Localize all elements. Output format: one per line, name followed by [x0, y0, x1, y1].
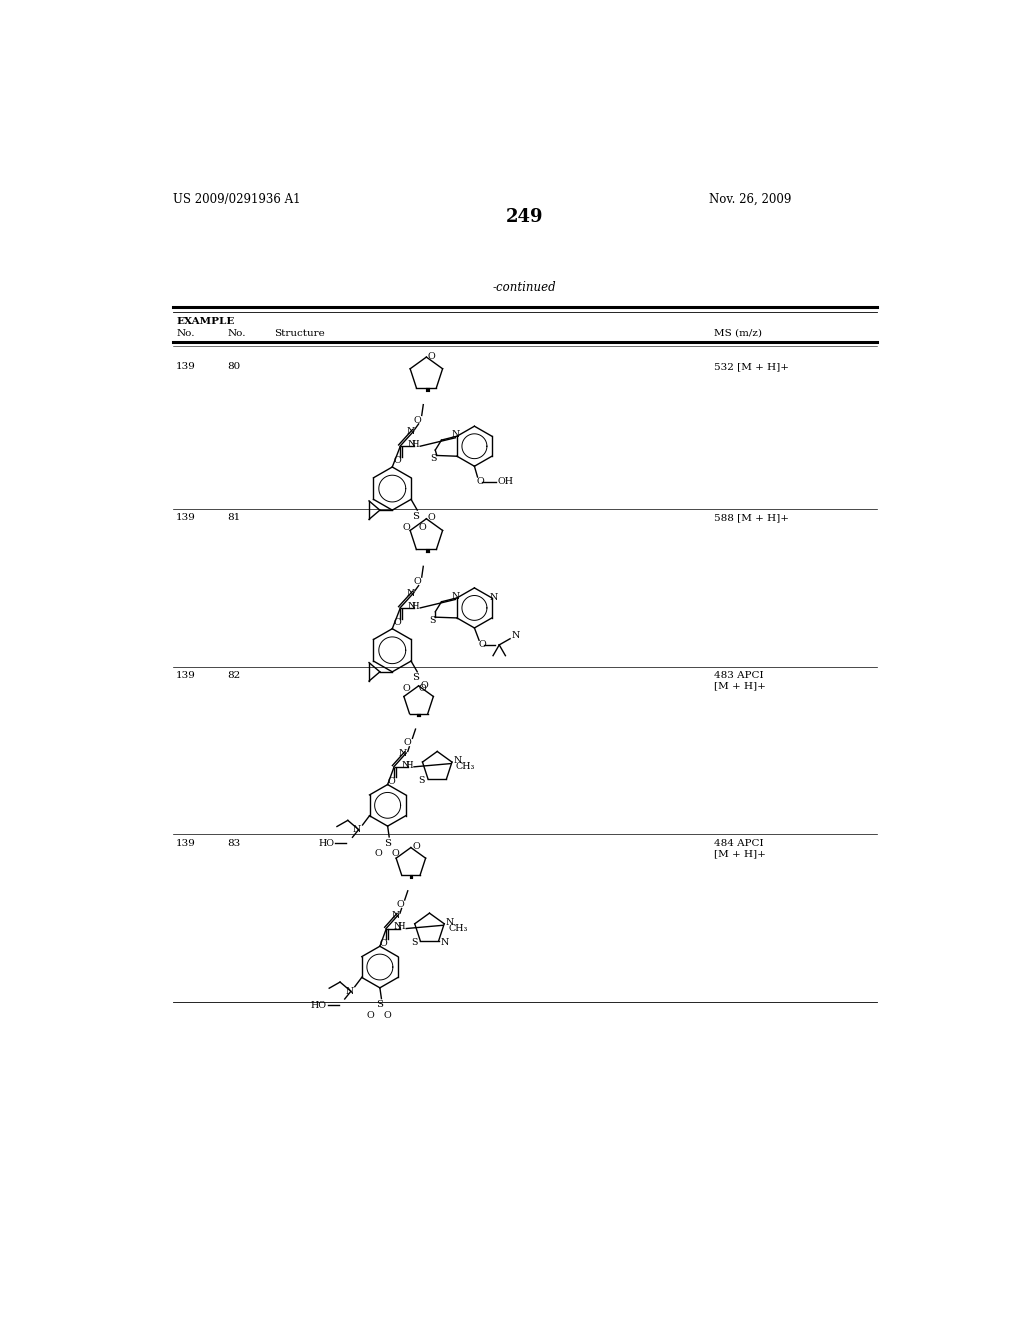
Text: 588 [M + H]+: 588 [M + H]+ — [714, 513, 788, 523]
Text: [M + H]+: [M + H]+ — [714, 681, 766, 690]
Text: O: O — [402, 684, 411, 693]
Text: H: H — [412, 440, 419, 449]
Text: No.: No. — [227, 329, 246, 338]
Text: 80: 80 — [227, 362, 241, 371]
Text: 139: 139 — [176, 513, 196, 523]
Text: S: S — [384, 838, 391, 847]
Text: HO: HO — [310, 1001, 327, 1010]
Text: O: O — [375, 849, 382, 858]
Text: N: N — [440, 939, 449, 946]
Text: 82: 82 — [227, 672, 241, 680]
Text: N: N — [512, 631, 520, 640]
Text: N: N — [401, 760, 410, 770]
Text: H: H — [397, 923, 406, 932]
Text: O: O — [367, 1011, 375, 1020]
Text: N: N — [394, 923, 402, 932]
Text: N: N — [452, 591, 460, 601]
Text: S: S — [411, 939, 418, 946]
Text: O: O — [420, 681, 428, 689]
Text: O: O — [380, 939, 388, 948]
Text: O: O — [477, 477, 484, 486]
Text: N: N — [345, 987, 353, 995]
Text: 249: 249 — [506, 207, 544, 226]
Text: 81: 81 — [227, 513, 241, 523]
Text: No.: No. — [176, 329, 195, 338]
Text: O: O — [396, 900, 403, 909]
Text: N: N — [407, 589, 415, 598]
Text: OH: OH — [498, 477, 514, 486]
Text: MS (m/z): MS (m/z) — [714, 329, 762, 338]
Text: O: O — [413, 842, 420, 851]
Text: O: O — [418, 523, 426, 532]
Text: 83: 83 — [227, 840, 241, 849]
Text: Nov. 26, 2009: Nov. 26, 2009 — [710, 193, 792, 206]
Text: S: S — [429, 615, 435, 624]
Text: Structure: Structure — [273, 329, 325, 338]
Text: N: N — [454, 756, 462, 766]
Text: 139: 139 — [176, 362, 196, 371]
Text: 532 [M + H]+: 532 [M + H]+ — [714, 362, 788, 371]
Text: O: O — [384, 1011, 391, 1020]
Text: US 2009/0291936 A1: US 2009/0291936 A1 — [173, 193, 300, 206]
Text: H: H — [412, 602, 419, 611]
Text: N: N — [408, 440, 416, 449]
Text: N: N — [391, 911, 399, 920]
Text: O: O — [391, 849, 399, 858]
Text: S: S — [413, 673, 419, 682]
Text: O: O — [428, 352, 435, 360]
Text: O: O — [394, 618, 401, 627]
Text: N: N — [452, 430, 460, 440]
Text: O: O — [418, 684, 426, 693]
Text: CH₃: CH₃ — [449, 924, 467, 933]
Text: O: O — [402, 523, 411, 532]
Text: 484 APCI: 484 APCI — [714, 840, 764, 849]
Text: S: S — [413, 512, 419, 521]
Text: N: N — [408, 602, 416, 611]
Text: N: N — [489, 594, 498, 602]
Text: O: O — [414, 416, 421, 425]
Text: O: O — [428, 513, 435, 523]
Text: [M + H]+: [M + H]+ — [714, 849, 766, 858]
Text: 139: 139 — [176, 672, 196, 680]
Text: N: N — [353, 825, 361, 834]
Text: S: S — [430, 454, 437, 463]
Text: 139: 139 — [176, 840, 196, 849]
Text: O: O — [478, 640, 486, 649]
Text: O: O — [394, 457, 401, 466]
Text: S: S — [419, 776, 425, 785]
Text: O: O — [388, 777, 395, 785]
Text: -continued: -continued — [493, 281, 557, 294]
Text: 483 APCI: 483 APCI — [714, 672, 764, 680]
Text: H: H — [406, 760, 413, 770]
Text: O: O — [414, 577, 421, 586]
Text: N: N — [445, 917, 454, 927]
Text: EXAMPLE: EXAMPLE — [176, 317, 234, 326]
Text: HO: HO — [318, 840, 335, 847]
Text: S: S — [377, 1001, 383, 1010]
Text: CH₃: CH₃ — [456, 763, 475, 771]
Text: O: O — [403, 738, 412, 747]
Text: N: N — [399, 750, 408, 758]
Text: N: N — [407, 428, 415, 436]
